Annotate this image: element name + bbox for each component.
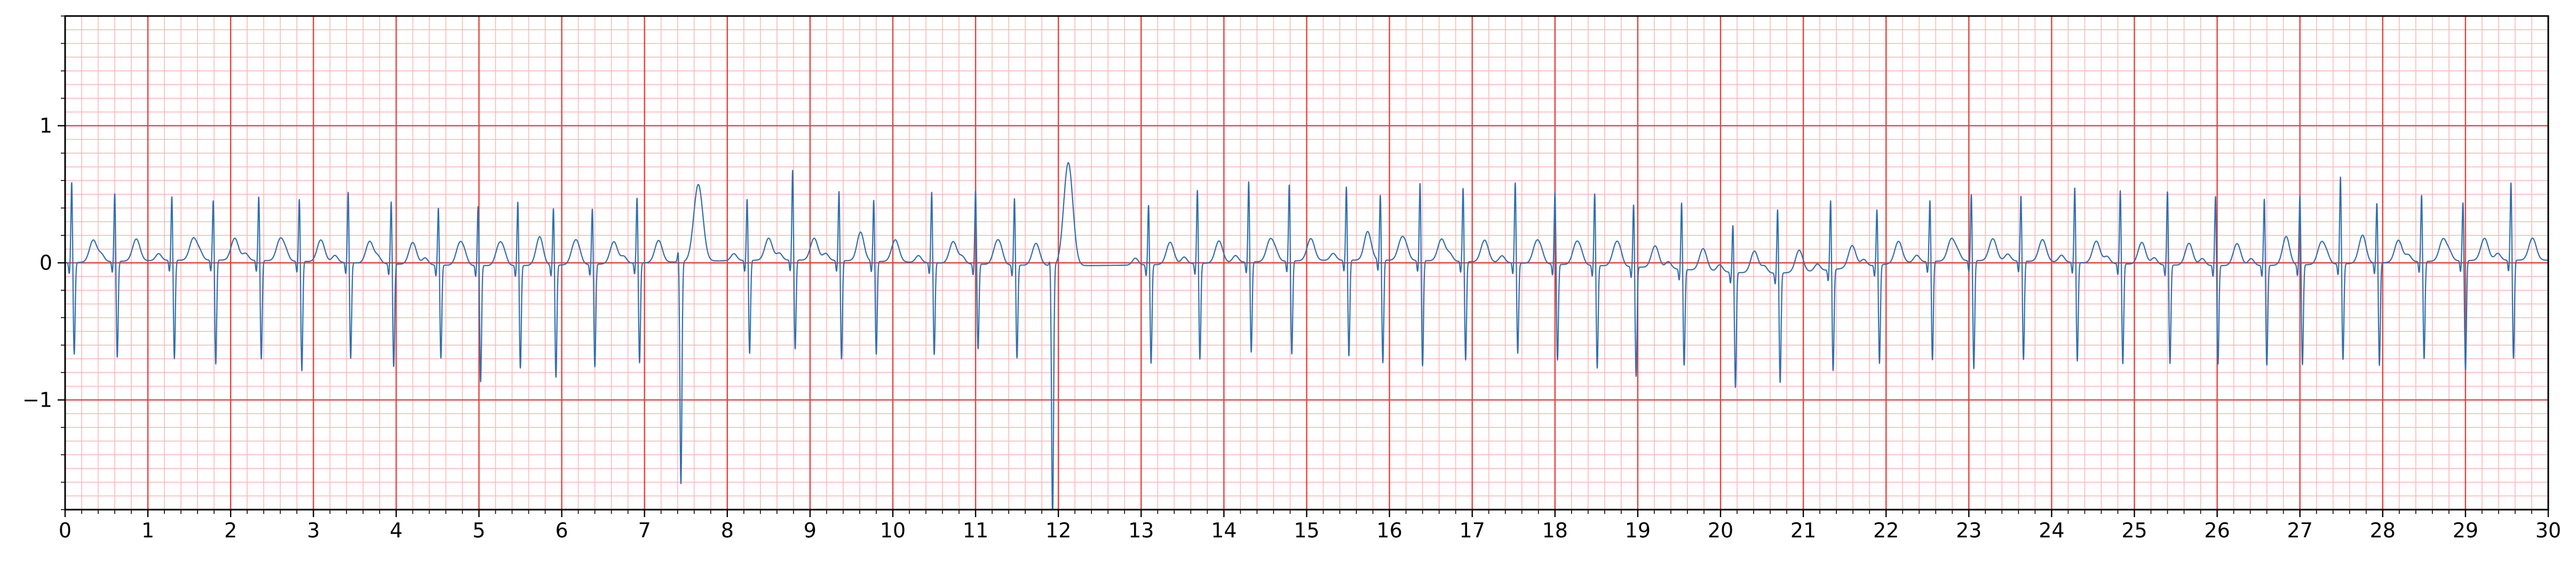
x-tick-label: 24 [2039, 519, 2064, 542]
x-tick-label: 30 [2535, 519, 2561, 542]
x-tick-label: 8 [721, 519, 734, 542]
x-tick-label: 1 [141, 519, 154, 542]
x-tick-label: 7 [638, 519, 651, 542]
axis-ticks [58, 15, 2549, 517]
x-tick-label: 4 [390, 519, 402, 542]
y-tick-label: −1 [22, 388, 52, 411]
y-tick-label: 1 [39, 114, 52, 138]
x-tick-label: 16 [1376, 519, 1402, 542]
x-tick-label: 25 [2121, 519, 2147, 542]
y-tick-label: 0 [39, 251, 52, 275]
x-tick-label: 26 [2204, 519, 2230, 542]
x-tick-label: 17 [1460, 519, 1485, 542]
x-tick-label: 15 [1294, 519, 1319, 542]
x-tick-label: 5 [472, 519, 485, 542]
ecg-signal-line [65, 162, 2549, 511]
x-tick-label: 9 [804, 519, 817, 542]
y-axis-tick-labels: 1 0 −1 [22, 114, 52, 412]
x-tick-label: 0 [59, 519, 72, 542]
x-tick-label: 11 [963, 519, 988, 542]
x-axis-tick-labels: 0 1 2 3 4 5 6 7 8 9 10 11 12 13 14 15 16 17 18 19 20 21 22 23 24… [59, 519, 2561, 542]
x-tick-label: 6 [556, 519, 568, 542]
x-tick-label: 28 [2370, 519, 2396, 542]
x-tick-label: 2 [224, 519, 237, 542]
x-tick-label: 18 [1542, 519, 1568, 542]
x-tick-label: 22 [1873, 519, 1899, 542]
x-tick-label: 19 [1625, 519, 1651, 542]
x-tick-label: 29 [2453, 519, 2478, 542]
x-tick-label: 10 [880, 519, 906, 542]
x-tick-label: 21 [1790, 519, 1816, 542]
x-tick-label: 27 [2287, 519, 2313, 542]
x-tick-label: 23 [1956, 519, 1981, 542]
x-tick-label: 14 [1211, 519, 1237, 542]
x-tick-label: 13 [1128, 519, 1154, 542]
x-tick-label: 12 [1045, 519, 1071, 542]
major-grid [64, 16, 2549, 510]
x-tick-label: 3 [307, 519, 320, 542]
x-tick-label: 20 [1708, 519, 1733, 542]
